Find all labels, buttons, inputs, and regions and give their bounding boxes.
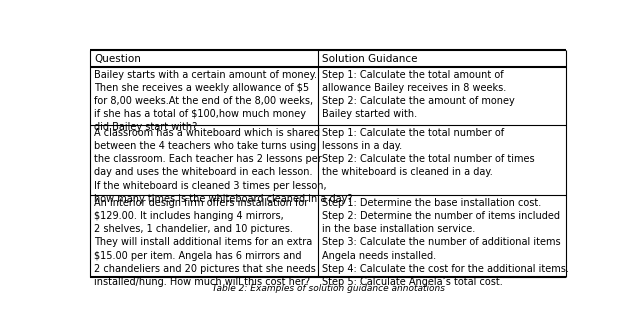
Text: A classroom has a whiteboard which is shared
between the 4 teachers who take tur: A classroom has a whiteboard which is sh… bbox=[94, 128, 353, 204]
Text: Step 1: Calculate the total number of
lessons in a day.
Step 2: Calculate the to: Step 1: Calculate the total number of le… bbox=[322, 128, 534, 177]
Text: An interior design firm offers installation for
$129.00. It includes hanging 4 m: An interior design firm offers installat… bbox=[94, 198, 316, 287]
Text: Step 1: Determine the base installation cost.
Step 2: Determine the number of it: Step 1: Determine the base installation … bbox=[322, 198, 569, 287]
Text: Question: Question bbox=[94, 54, 141, 64]
Text: Solution Guidance: Solution Guidance bbox=[322, 54, 417, 64]
Text: Table 2: Examples of solution guidance annotations: Table 2: Examples of solution guidance a… bbox=[211, 284, 445, 293]
Text: Bailey starts with a certain amount of money.
Then she receives a weekly allowan: Bailey starts with a certain amount of m… bbox=[94, 70, 317, 133]
Text: Step 1: Calculate the total amount of
allowance Bailey receives in 8 weeks.
Step: Step 1: Calculate the total amount of al… bbox=[322, 70, 515, 119]
